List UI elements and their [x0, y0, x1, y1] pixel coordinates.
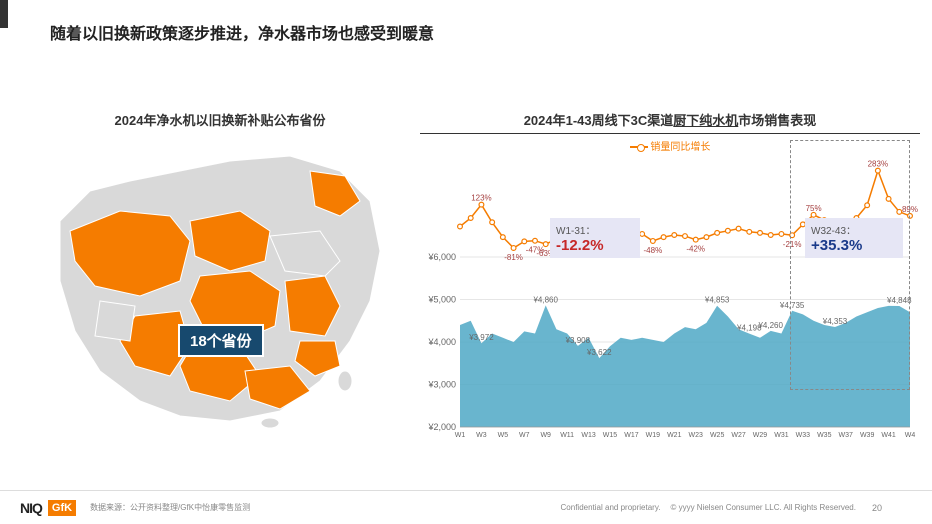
- svg-text:W13: W13: [581, 432, 596, 439]
- svg-text:W33: W33: [796, 432, 811, 439]
- period1-box: W1-31： -12.2%: [550, 218, 640, 258]
- map-svg: [40, 141, 400, 431]
- page-title: 随着以旧换新政策逐步推进，净水器市场也感受到暖意: [50, 20, 434, 44]
- svg-text:¥2,000: ¥2,000: [427, 422, 456, 432]
- svg-text:283%: 283%: [868, 160, 888, 169]
- svg-text:W29: W29: [753, 432, 768, 439]
- svg-text:¥4,735: ¥4,735: [779, 301, 805, 310]
- left-section: 2024年净水机以旧换新补贴公布省份: [40, 110, 400, 431]
- niq-logo: NIQ: [20, 500, 42, 516]
- svg-text:¥4,260: ¥4,260: [757, 321, 783, 330]
- svg-text:¥6,000: ¥6,000: [427, 252, 456, 262]
- period2-box: W32-43： +35.3%: [805, 218, 903, 258]
- period2-label: W32-43：: [811, 222, 897, 237]
- chart-title-suffix: 市场销售表现: [738, 113, 816, 128]
- svg-text:-48%: -48%: [644, 246, 663, 255]
- svg-text:W35: W35: [817, 432, 832, 439]
- data-source: 数据来源：公开资料整理/GfK中怡康零售监测: [90, 502, 250, 513]
- sales-chart: ¥2,000 ¥3,000 ¥4,000 ¥5,000 ¥6,000 ¥3,972 ¥4,8…: [420, 157, 920, 447]
- period2-value: +35.3%: [811, 237, 897, 254]
- svg-text:W19: W19: [646, 432, 661, 439]
- svg-text:¥3,000: ¥3,000: [427, 380, 456, 390]
- svg-text:W31: W31: [774, 432, 789, 439]
- svg-text:123%: 123%: [471, 194, 491, 203]
- svg-text:89%: 89%: [902, 205, 918, 214]
- chart-legend: 销量同比增长: [420, 138, 920, 153]
- svg-text:¥5,000: ¥5,000: [427, 295, 456, 305]
- svg-text:¥4,000: ¥4,000: [427, 337, 456, 347]
- svg-text:W41: W41: [881, 432, 896, 439]
- svg-text:W15: W15: [603, 432, 618, 439]
- map-title: 2024年净水机以旧换新补贴公布省份: [40, 110, 400, 129]
- period1-value: -12.2%: [556, 237, 634, 254]
- province-count-badge: 18个省份: [180, 326, 262, 355]
- svg-text:¥4,853: ¥4,853: [704, 296, 730, 305]
- legend-label: 销量同比增长: [650, 142, 710, 153]
- confidential-text: Confidential and proprietary.: [561, 503, 661, 512]
- svg-text:W37: W37: [839, 432, 854, 439]
- svg-text:W3: W3: [476, 432, 487, 439]
- svg-text:75%: 75%: [806, 204, 822, 213]
- svg-text:W27: W27: [731, 432, 746, 439]
- page-number: 20: [872, 503, 882, 513]
- header-accent: [0, 0, 8, 28]
- gfk-logo: GfK: [48, 500, 76, 516]
- chart-title-prefix: 2024年1-43周线下3C渠道: [524, 113, 674, 128]
- svg-text:-81%: -81%: [504, 253, 523, 262]
- copyright-text: © yyyy Nielsen Consumer LLC. All Rights …: [670, 503, 856, 512]
- svg-text:W7: W7: [519, 432, 530, 439]
- footer: NIQ GfK 数据来源：公开资料整理/GfK中怡康零售监测 Confident…: [0, 490, 932, 524]
- period1-label: W1-31：: [556, 222, 634, 237]
- legend-marker-icon: [630, 146, 648, 148]
- svg-text:W17: W17: [624, 432, 639, 439]
- svg-text:¥4,860: ¥4,860: [532, 295, 558, 304]
- right-section: 2024年1-43周线下3C渠道厨下纯水机市场销售表现 销量同比增长 ¥2,00…: [420, 110, 920, 447]
- svg-text:¥3,622: ¥3,622: [586, 348, 612, 357]
- svg-text:¥3,908: ¥3,908: [565, 336, 591, 345]
- svg-text:-21%: -21%: [783, 240, 802, 249]
- chart-title-underline: 厨下纯水机: [673, 113, 738, 128]
- svg-text:W23: W23: [689, 432, 704, 439]
- svg-text:W39: W39: [860, 432, 875, 439]
- svg-text:¥4,848: ¥4,848: [886, 296, 912, 305]
- china-map: 18个省份: [40, 141, 400, 431]
- svg-text:W4: W4: [905, 432, 916, 439]
- svg-text:W21: W21: [667, 432, 682, 439]
- svg-text:¥3,972: ¥3,972: [468, 333, 494, 342]
- chart-title: 2024年1-43周线下3C渠道厨下纯水机市场销售表现: [420, 110, 920, 134]
- svg-text:W25: W25: [710, 432, 725, 439]
- svg-text:W5: W5: [498, 432, 509, 439]
- svg-text:-42%: -42%: [686, 245, 705, 254]
- svg-text:W11: W11: [560, 432, 574, 439]
- svg-text:W1: W1: [455, 432, 466, 439]
- svg-text:W9: W9: [540, 432, 551, 439]
- svg-text:¥4,353: ¥4,353: [822, 317, 848, 326]
